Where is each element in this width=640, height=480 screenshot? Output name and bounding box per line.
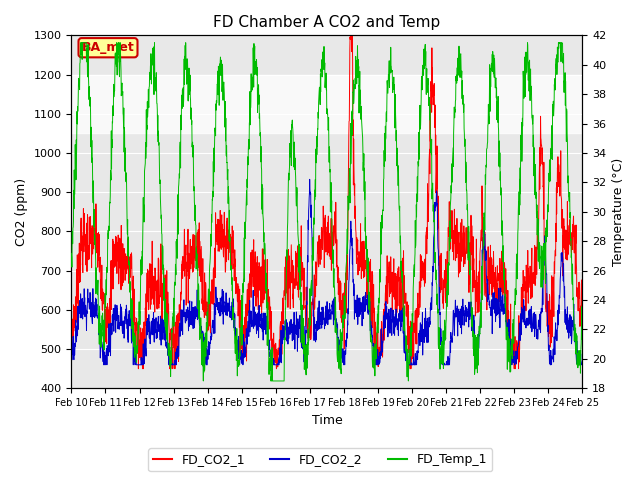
Y-axis label: CO2 (ppm): CO2 (ppm)	[15, 178, 28, 246]
Text: BA_met: BA_met	[82, 41, 134, 54]
Legend: FD_CO2_1, FD_CO2_2, FD_Temp_1: FD_CO2_1, FD_CO2_2, FD_Temp_1	[148, 448, 492, 471]
X-axis label: Time: Time	[312, 414, 342, 427]
Bar	[72, 74, 582, 133]
Y-axis label: Temperature (°C): Temperature (°C)	[612, 158, 625, 266]
Title: FD Chamber A CO2 and Temp: FD Chamber A CO2 and Temp	[213, 15, 440, 30]
